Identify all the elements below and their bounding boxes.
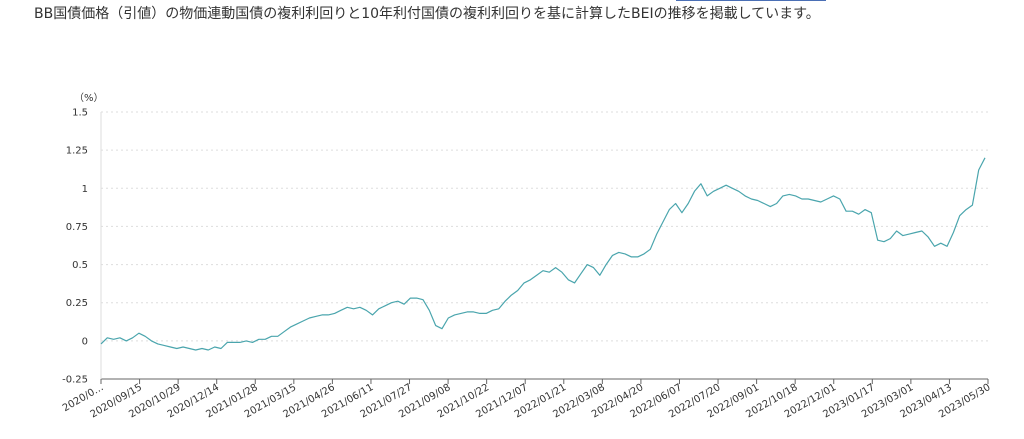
top-accent-line — [676, 0, 826, 1]
y-tick-label: 1.25 — [66, 146, 88, 157]
y-tick-label: -0.25 — [62, 375, 88, 386]
y-axis-unit-label: （%） — [74, 92, 104, 104]
grid-lines — [101, 111, 988, 342]
y-tick-label: 0 — [82, 336, 88, 347]
y-tick-label: 0.5 — [72, 260, 88, 271]
y-tick-labels: 1.5 1.25 1 0.75 0.5 0.25 0 -0.25 — [62, 108, 88, 386]
y-tick-label: 0.25 — [66, 298, 88, 309]
y-tick-label: 0.75 — [66, 222, 88, 233]
y-tick-label: 1 — [82, 184, 88, 195]
axes — [100, 112, 988, 380]
chart-description: BB国債価格（引値）の物価連動国債の複利利回りと10年利付国債の複利利回りを基に… — [34, 6, 820, 22]
x-tick-labels: 2020/0…2020/09/152020/10/292020/12/14202… — [61, 379, 993, 420]
bei-series-line — [100, 157, 986, 351]
y-tick-label: 1.5 — [72, 108, 88, 119]
